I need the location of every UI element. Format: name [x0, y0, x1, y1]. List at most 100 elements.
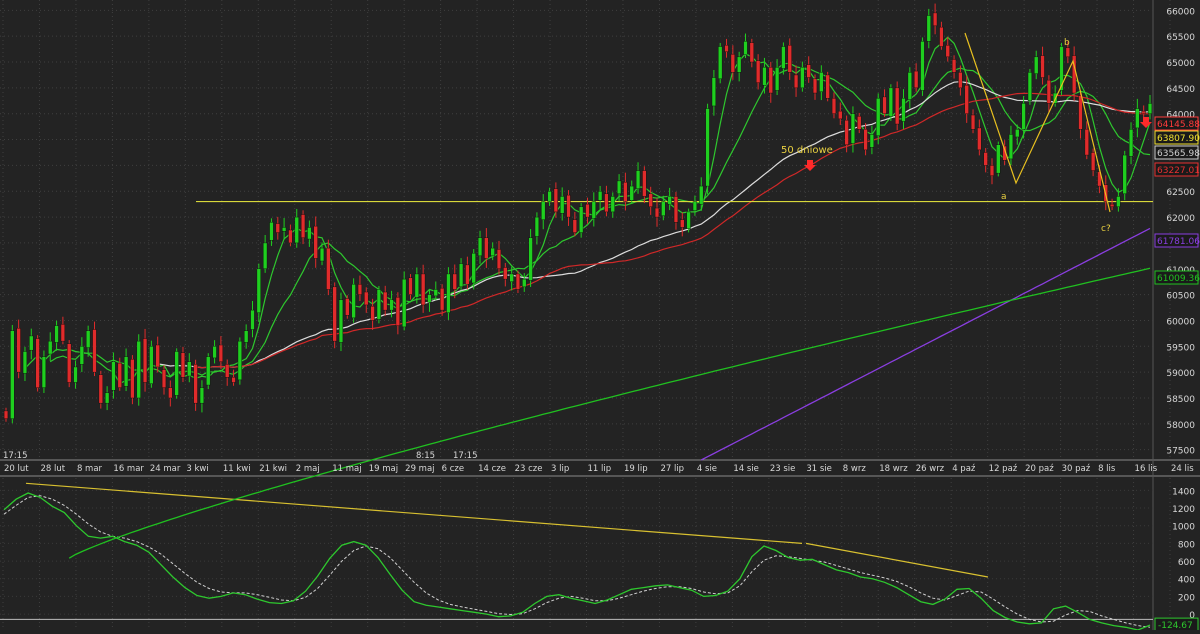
- candle-body: [591, 201, 596, 219]
- ma-long-green-line: [68, 267, 1151, 559]
- oscillator-panel: [0, 482, 1153, 631]
- candle-body: [433, 289, 438, 297]
- candle-body: [945, 45, 950, 58]
- candle-body: [629, 185, 634, 201]
- price-value-tag-text: 63807.90: [1157, 134, 1200, 144]
- candle-body: [888, 87, 893, 117]
- candle-body: [22, 351, 28, 374]
- candle-body: [503, 267, 508, 280]
- candle-body: [326, 247, 331, 290]
- candle-body: [907, 72, 912, 100]
- candle-body: [294, 216, 299, 244]
- session-time-label: 17:15: [453, 451, 478, 461]
- candle-body: [1078, 95, 1083, 130]
- price-value-tag-text: 61781.06: [1157, 237, 1200, 247]
- date-label: 24 mar: [150, 464, 181, 474]
- candle-body: [383, 291, 388, 311]
- price-tick-label: 60500: [1166, 292, 1195, 302]
- candle-body: [648, 193, 653, 207]
- candle-body: [831, 98, 837, 114]
- candle-body: [250, 309, 255, 330]
- candle-body: [206, 356, 211, 386]
- candle-body: [458, 263, 464, 288]
- candle-body: [471, 253, 476, 284]
- candle-body: [130, 359, 135, 399]
- date-label: 20 paź: [1025, 464, 1054, 474]
- date-label: 16 lis: [1135, 464, 1158, 474]
- candle-body: [149, 346, 154, 384]
- oscillator-value-tag-text: -124.67: [1158, 621, 1193, 630]
- candle-body: [1091, 152, 1096, 171]
- price-tick-label: 60000: [1166, 317, 1195, 327]
- candle-body: [623, 181, 628, 202]
- candle-body: [1128, 129, 1134, 157]
- candle-body: [737, 56, 742, 73]
- candle-body: [1040, 55, 1045, 78]
- candle-body: [901, 98, 906, 122]
- candle-body: [3, 410, 9, 419]
- date-label: 3 lip: [551, 464, 569, 474]
- candle-body: [484, 237, 489, 259]
- candle-body: [288, 229, 293, 244]
- candle-body: [825, 74, 830, 99]
- candle-body: [914, 70, 919, 89]
- oscillator-tick-label: 1000: [1172, 523, 1195, 533]
- oscillator-line: [3, 492, 1151, 631]
- candle-body: [528, 237, 533, 281]
- candle-body: [389, 299, 394, 311]
- candle-body: [756, 60, 761, 83]
- candle-body: [781, 46, 786, 69]
- oscillator-tick-label: 400: [1178, 576, 1195, 586]
- candle-body: [98, 374, 103, 404]
- candle-body: [635, 170, 641, 189]
- candle-body: [408, 277, 413, 295]
- candle-body: [850, 113, 856, 144]
- price-panel: [3, 3, 1153, 559]
- candle-body: [60, 324, 65, 342]
- candle-body: [522, 278, 527, 288]
- date-label: 11 lip: [588, 464, 612, 474]
- candle-body: [174, 351, 179, 396]
- candle-body: [1046, 79, 1051, 104]
- date-label: 21 kwi: [259, 464, 287, 474]
- chart-annotation: a: [1001, 192, 1007, 202]
- price-tick-label: 58500: [1166, 395, 1195, 405]
- price-value-tag: [1154, 270, 1199, 285]
- candle-body: [579, 206, 584, 233]
- date-label: 26 wrz: [916, 464, 945, 474]
- candle-body: [395, 296, 400, 326]
- candle-body: [275, 223, 280, 233]
- price-tick-label: 59000: [1166, 369, 1195, 379]
- candle-body: [774, 66, 780, 91]
- date-label: 18 wrz: [879, 464, 908, 474]
- candle-body: [54, 325, 59, 343]
- candle-body: [338, 299, 344, 343]
- candle-body: [256, 268, 261, 313]
- candle-body: [939, 26, 944, 47]
- candle-body: [1141, 110, 1146, 114]
- candle-body: [218, 344, 223, 362]
- date-label: 11 kwi: [223, 464, 251, 474]
- price-tick-label: 64000: [1166, 111, 1195, 121]
- date-label: 8 wrz: [843, 464, 867, 474]
- candle-body: [800, 66, 805, 89]
- candle-body: [212, 346, 217, 359]
- chart-annotation: 50 dniowe: [781, 145, 833, 156]
- date-label: 12 paź: [989, 464, 1018, 474]
- sell-arrow-icon: [804, 160, 816, 171]
- price-value-tag-text: 63565.98: [1157, 149, 1200, 159]
- candle-body: [73, 366, 78, 383]
- candle-body: [768, 66, 773, 94]
- candle-body: [863, 129, 868, 151]
- candle-body: [673, 196, 679, 223]
- price-tick-label: 57500: [1166, 447, 1195, 457]
- price-value-tag: [1154, 116, 1199, 131]
- date-label: 19 maj: [369, 464, 398, 474]
- date-label: 19 lip: [624, 464, 648, 474]
- candle-body: [970, 114, 976, 130]
- candle-body: [199, 387, 205, 404]
- candle-body: [762, 66, 767, 86]
